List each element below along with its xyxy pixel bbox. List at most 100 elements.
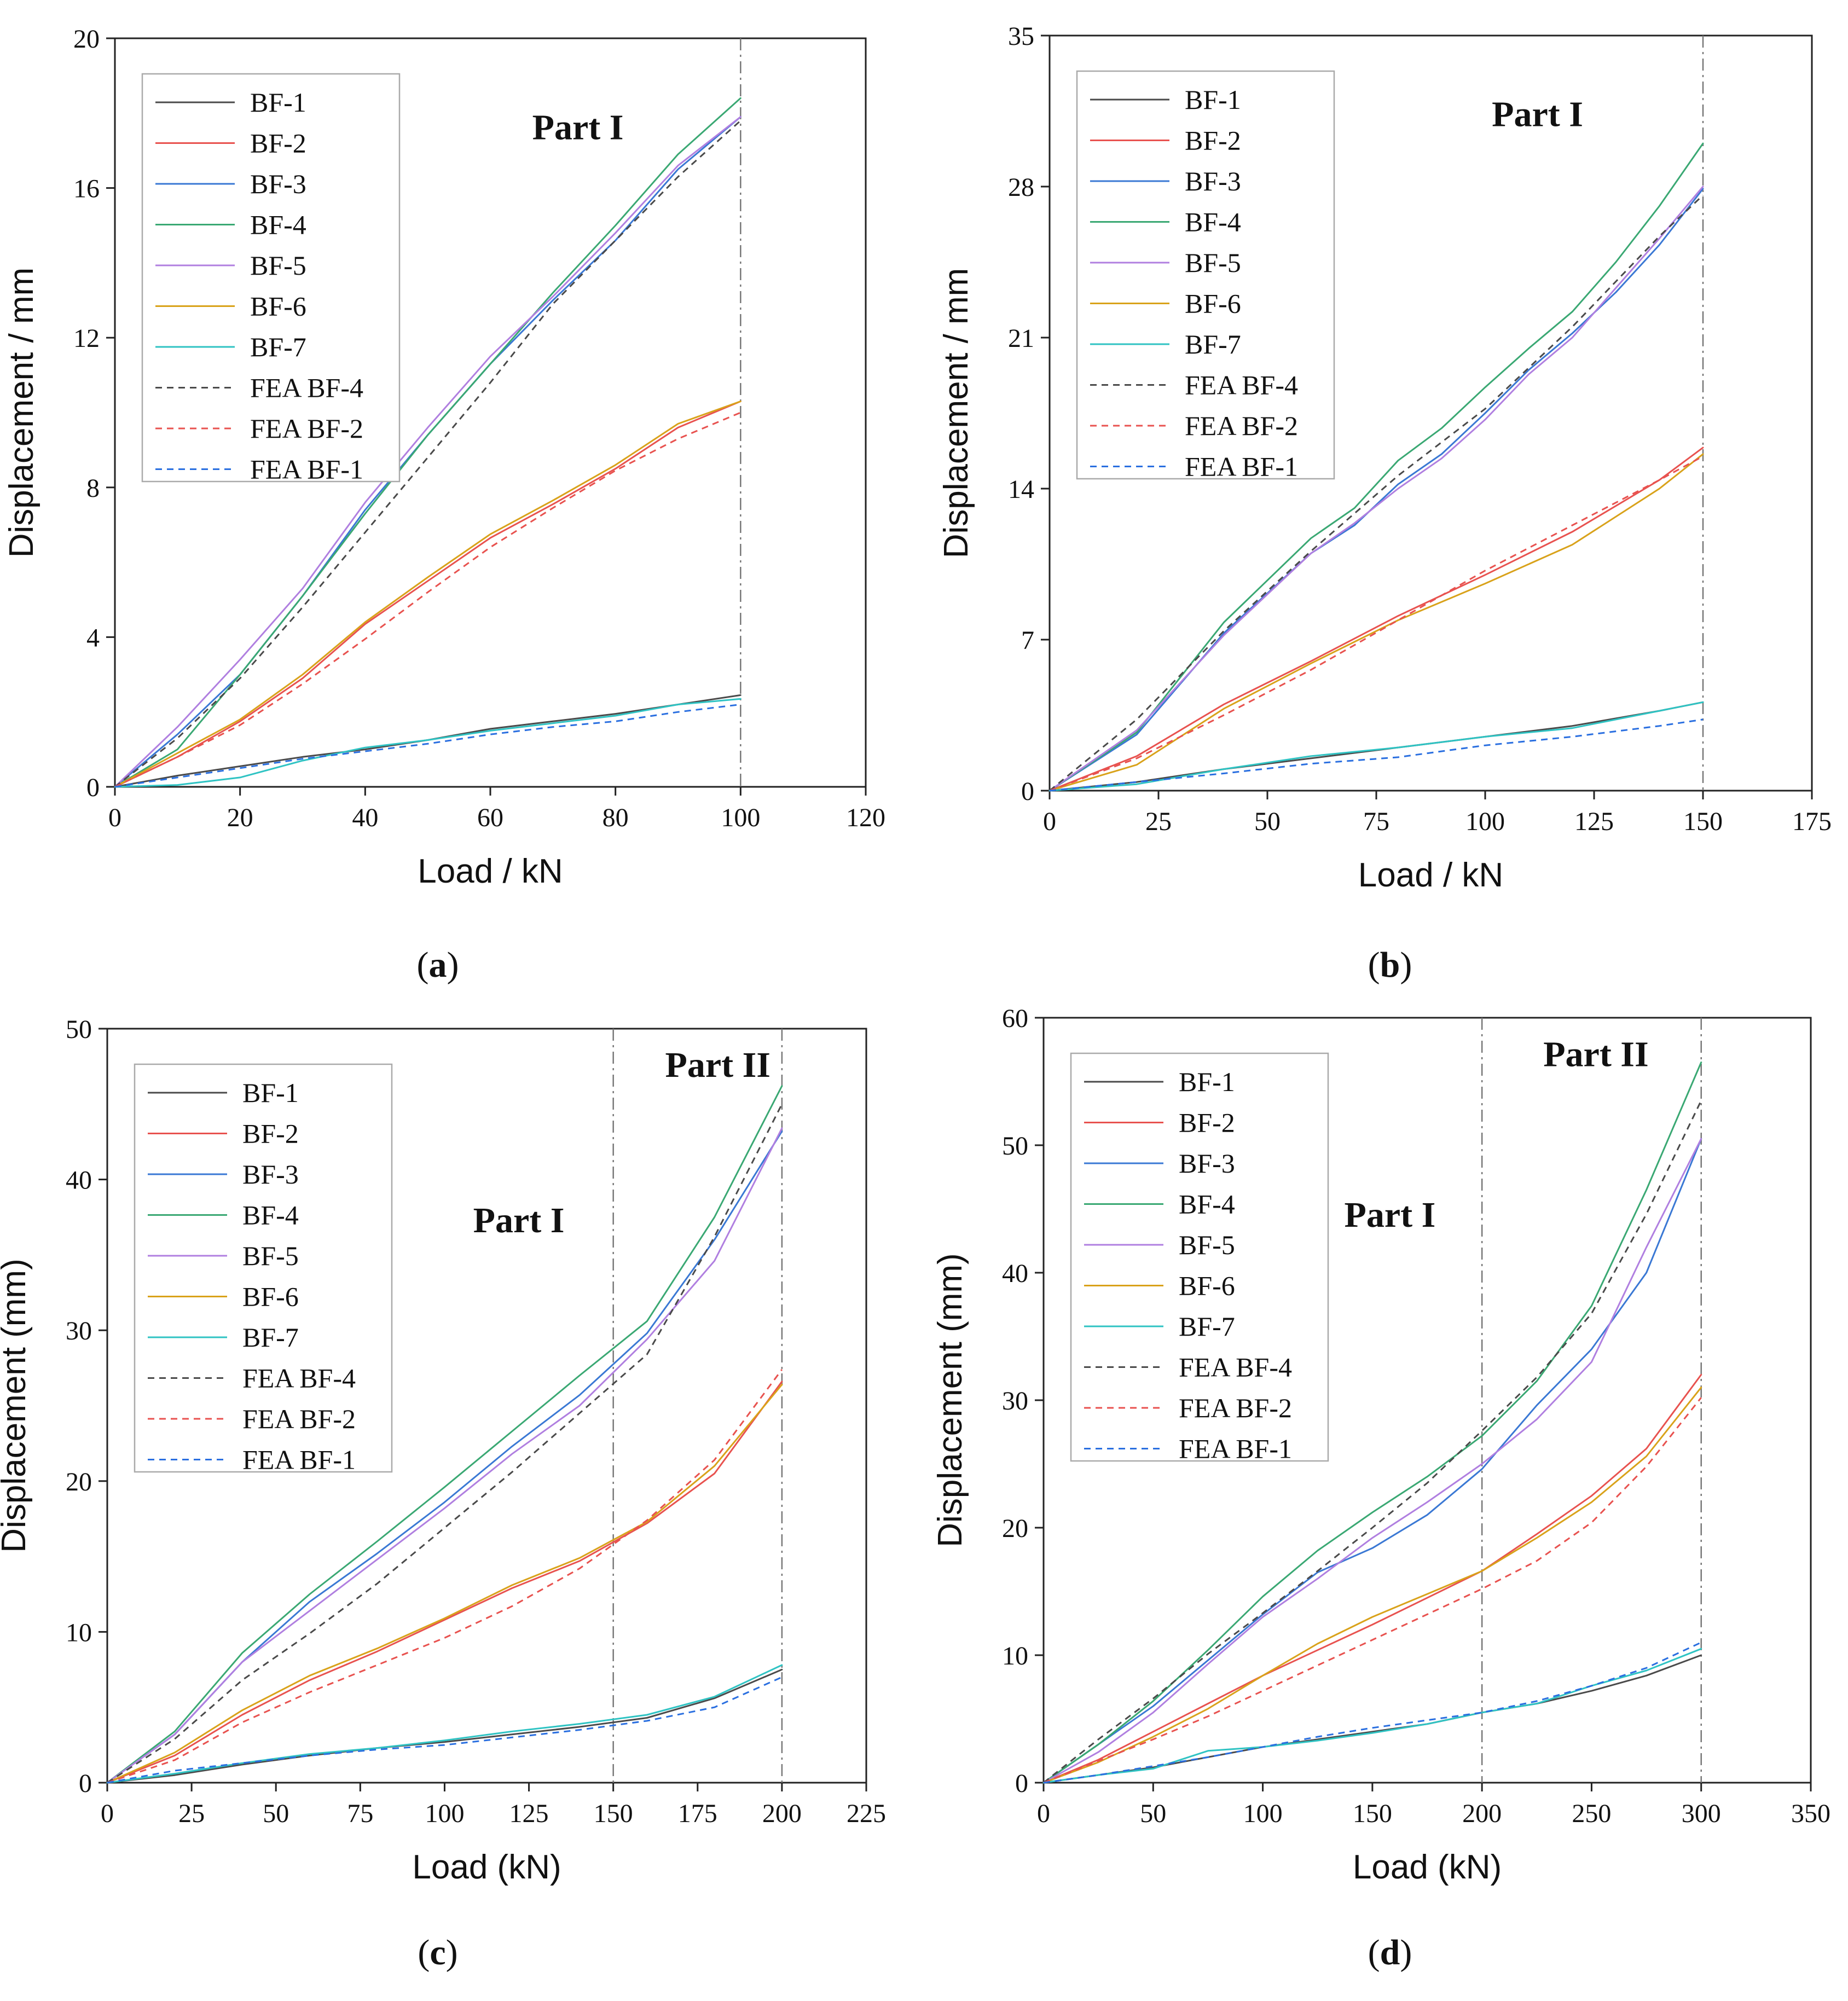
legend-label: FEA BF-4	[1185, 370, 1298, 401]
series-line-bf-2	[1048, 446, 1704, 792]
x-tick-label: 50	[1254, 807, 1281, 836]
panel-label-letter: d	[1380, 1933, 1400, 1973]
series-line-bf-6	[106, 1383, 783, 1784]
series-line-bf-6	[114, 401, 741, 788]
legend-label: FEA BF-2	[250, 413, 363, 444]
x-tick-label: 25	[1145, 807, 1172, 836]
legend: BF-1 BF-2 BF-3 BF-4 BF-5 BF-6 BF-7 FEA BF-4 FEA …	[1070, 1052, 1329, 1464]
x-tick-label: 300	[1682, 1799, 1721, 1828]
legend-label: BF-1	[242, 1077, 299, 1108]
x-tick-label: 50	[1140, 1799, 1166, 1828]
x-tick-label: 150	[1683, 807, 1723, 836]
y-axis-title: Displacement / mm	[3, 268, 40, 558]
series-line-bf-6	[1048, 453, 1704, 792]
legend-label: BF-3	[242, 1159, 299, 1190]
legend-label: FEA BF-1	[250, 454, 363, 485]
y-tick-label: 35	[1008, 22, 1034, 51]
x-tick-label: 75	[347, 1799, 373, 1828]
series-line-bf-7	[114, 698, 741, 788]
x-tick-label: 250	[1572, 1799, 1611, 1828]
y-tick-label: 16	[73, 175, 100, 204]
legend-label: BF-1	[1185, 84, 1241, 115]
legend-label: BF-2	[242, 1118, 299, 1149]
legend-label: FEA BF-1	[1179, 1434, 1292, 1464]
panel-label-close: )	[446, 1933, 458, 1973]
y-tick-label: 10	[66, 1618, 92, 1647]
y-tick-label: 12	[73, 324, 100, 353]
legend: BF-1 BF-2 BF-3 BF-4 BF-5 BF-6 BF-7 FEA BF-4 FEA …	[141, 73, 401, 485]
y-tick-label: 20	[66, 1468, 92, 1497]
series-line-bf-4	[114, 97, 741, 788]
series-line-bf-5	[106, 1127, 783, 1784]
series-line-bf-3	[1048, 188, 1704, 792]
legend-label: FEA BF-2	[1179, 1393, 1292, 1423]
panel-label-close: )	[1400, 1933, 1412, 1973]
series-line-fea-bf-1	[1049, 718, 1704, 792]
x-axis-title: Load (kN)	[412, 1848, 561, 1886]
x-tick-label: 225	[847, 1799, 886, 1828]
part-label: Part I	[473, 1200, 565, 1240]
y-tick-label: 0	[86, 773, 100, 802]
x-tick-label: 20	[227, 803, 253, 832]
legend: BF-1 BF-2 BF-3 BF-4 BF-5 BF-6 BF-7 FEA BF-4 FEA …	[1076, 70, 1335, 482]
panel-b: 0 25 50 75 100 125 150 175 0 7 14 21 28 35 Load / kN Di…	[937, 22, 1832, 985]
legend-label: BF-2	[1179, 1107, 1235, 1138]
series-line-bf-2	[106, 1381, 783, 1784]
legend-label: BF-4	[250, 210, 306, 240]
legend-label: BF-6	[250, 291, 306, 322]
legend-label: BF-7	[242, 1322, 299, 1353]
legend-label: FEA BF-2	[1185, 410, 1298, 441]
x-axis-title: Load / kN	[1358, 856, 1503, 894]
part-label: Part II	[1543, 1035, 1648, 1075]
panel-label-close: )	[447, 945, 459, 985]
panel-d: 0 50 100 150 200 250 300 350 0 10 20 30 40 50 60 Load (…	[931, 1004, 1830, 1973]
y-tick-label: 10	[1002, 1642, 1028, 1671]
y-tick-label: 20	[1002, 1514, 1028, 1543]
x-tick-label: 175	[1792, 807, 1832, 836]
legend-label: FEA BF-1	[242, 1445, 356, 1475]
series-line-fea-bf-2	[114, 411, 741, 788]
series-line-fea-bf-4	[1049, 194, 1704, 792]
series-line-bf-1	[1048, 701, 1704, 792]
y-tick-label: 50	[1002, 1132, 1028, 1161]
series-line-fea-bf-4	[1043, 1100, 1702, 1784]
series-line-bf-2	[114, 401, 741, 788]
series-line-fea-bf-1	[1043, 1642, 1702, 1784]
panel-label-letter: b	[1380, 945, 1400, 985]
x-tick-label: 25	[178, 1799, 205, 1828]
legend-label: BF-6	[1179, 1271, 1235, 1301]
x-tick-label: 80	[603, 803, 629, 832]
panel-label-letter: c	[430, 1933, 445, 1973]
legend-label: BF-7	[250, 332, 306, 362]
y-axis-title: Displacement / mm	[937, 268, 975, 559]
y-tick-label: 60	[1002, 1004, 1028, 1033]
x-tick-label: 0	[1043, 807, 1056, 836]
plot-frame	[1048, 34, 1813, 792]
y-tick-label: 30	[66, 1316, 92, 1345]
y-tick-label: 40	[66, 1166, 92, 1195]
x-tick-label: 100	[425, 1799, 464, 1828]
part-label: Part I	[532, 108, 624, 148]
legend-box	[1076, 70, 1335, 480]
x-tick-label: 60	[477, 803, 503, 832]
panel-label-letter: a	[429, 945, 447, 985]
series-line-fea-bf-4	[107, 1104, 783, 1784]
series-line-bf-5	[1042, 1138, 1702, 1784]
x-axis-title: Load (kN)	[1353, 1848, 1502, 1886]
x-tick-label: 150	[1353, 1799, 1392, 1828]
panel-label-open: (	[1368, 945, 1380, 985]
legend-label: BF-6	[242, 1281, 299, 1312]
series-line-bf-6	[1042, 1387, 1702, 1784]
series-line-bf-1	[106, 1668, 783, 1784]
x-tick-label: 125	[1574, 807, 1614, 836]
panel-label: (c)	[418, 1933, 457, 1973]
panel-c: 0 25 50 75 100 125 150 175 200 225 0 10 20 30 40 50 Load…	[0, 1015, 886, 1973]
series-line-fea-bf-1	[107, 1676, 783, 1784]
x-tick-label: 120	[846, 803, 885, 832]
series-line-bf-3	[1042, 1138, 1702, 1784]
panel-label: (b)	[1368, 945, 1412, 985]
panel-a: 0 20 40 60 80 100 120 0 4 8 12 16 20 Load / kN Displac…	[3, 25, 885, 985]
legend-label: BF-2	[1185, 125, 1241, 156]
part-label: Part I	[1492, 95, 1583, 135]
